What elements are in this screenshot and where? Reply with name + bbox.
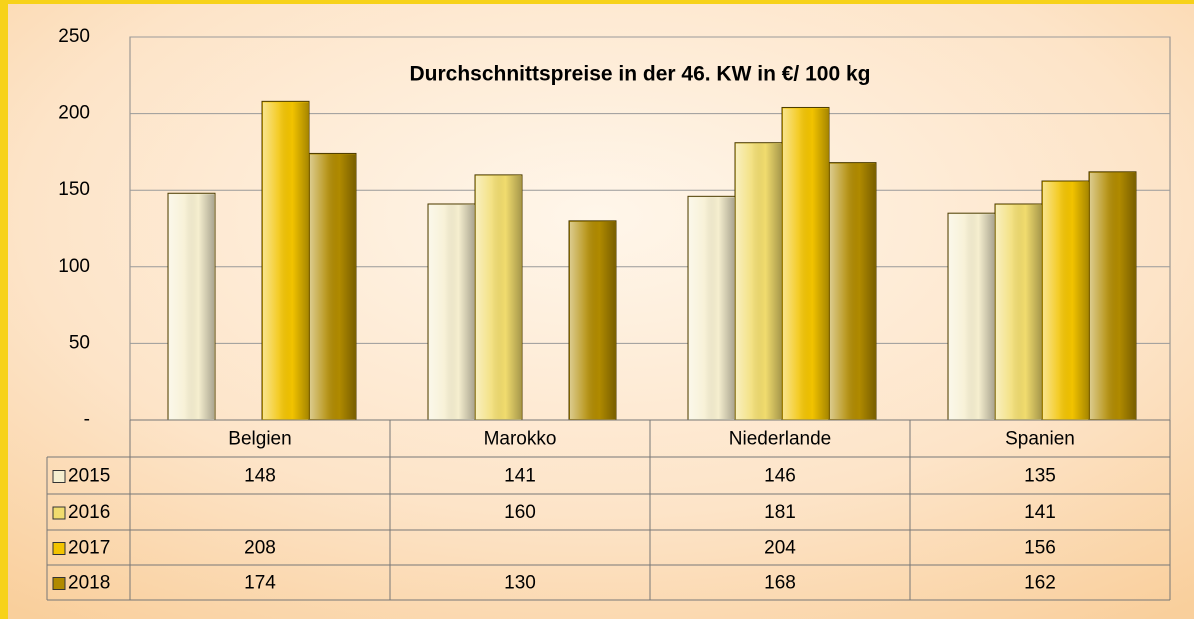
bar-shine	[570, 221, 615, 419]
bar-shine	[949, 214, 994, 419]
y-tick-label: 250	[58, 26, 90, 47]
table-value: 156	[1024, 538, 1056, 559]
bar-shine	[1090, 172, 1135, 419]
bar-shine	[830, 163, 875, 419]
bar-shine	[996, 204, 1041, 419]
legend-swatch	[52, 577, 66, 590]
table-value: 141	[1024, 502, 1056, 523]
legend-label: 2017	[68, 538, 110, 559]
table-value: 160	[504, 502, 536, 523]
legend-label: 2016	[68, 502, 110, 523]
legend-label: 2015	[68, 466, 110, 487]
legend-swatch	[52, 506, 66, 520]
x-tick-label: Spanien	[1005, 429, 1075, 450]
table-value: 146	[764, 466, 796, 487]
table-value: 141	[504, 466, 536, 487]
x-tick-label: Belgien	[228, 429, 291, 450]
legend-swatch	[52, 470, 66, 483]
chart-title: Durchschnittspreise in der 46. KW in €/ …	[410, 63, 871, 86]
table-value: 174	[244, 573, 276, 594]
x-tick-label: Marokko	[484, 429, 557, 450]
bar-shine	[310, 154, 355, 419]
bar-shine	[736, 143, 781, 419]
bar-shine	[1043, 182, 1088, 419]
bar-shine	[689, 197, 734, 419]
bar-shine	[263, 102, 308, 420]
bar-shine	[429, 204, 474, 419]
table-value: 181	[764, 502, 796, 523]
y-tick-label: 200	[58, 103, 90, 124]
frame	[0, 0, 8, 619]
bar-shine	[783, 108, 828, 420]
table-value: 148	[244, 466, 276, 487]
table-value: 162	[1024, 573, 1056, 594]
y-tick-label: 100	[58, 256, 90, 277]
table-value: 208	[244, 538, 276, 559]
y-tick-label: 150	[58, 179, 90, 200]
x-tick-label: Niederlande	[729, 429, 831, 450]
bar-shine	[476, 175, 521, 419]
legend-label: 2018	[68, 573, 110, 594]
legend-swatch	[52, 542, 66, 555]
table-value: 204	[764, 538, 796, 559]
frame	[0, 0, 1194, 4]
y-tick-label: 50	[69, 332, 90, 353]
table-value: 130	[504, 573, 536, 594]
bar-shine	[169, 194, 214, 419]
table-value: 135	[1024, 466, 1056, 487]
y-tick-label: -	[84, 409, 90, 430]
table-value: 168	[764, 573, 796, 594]
